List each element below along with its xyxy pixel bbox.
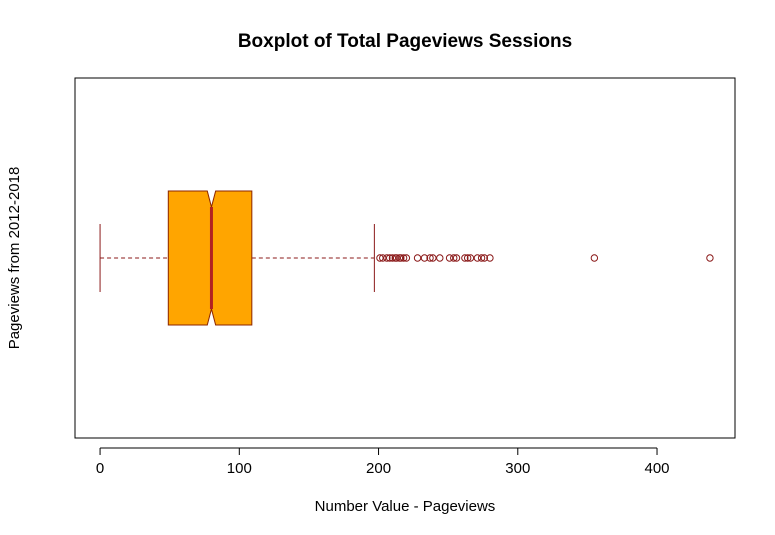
outlier-point [426,254,434,262]
outlier-point [413,254,422,262]
outlier-point [399,254,408,262]
plot-frame [74,77,736,439]
outlier-point [473,254,482,262]
x-axis: 0 100 200 300 400 [96,447,670,477]
outlier-point [486,254,494,262]
x-tick-label: 100 [227,460,252,477]
outlier-point [450,254,458,262]
outlier-point [397,254,405,262]
outlier-point [392,254,401,262]
plot-marks [99,190,714,326]
x-tick-label: 400 [645,460,670,477]
outlier-point [461,254,469,262]
outlier-point [376,254,384,262]
outlier-point [445,254,454,262]
outlier-point [463,254,472,262]
outlier-point [383,254,391,262]
y-axis-label: Pageviews from 2012-2018 [6,167,23,350]
outlier-point [466,254,475,262]
outlier-point [379,254,387,262]
outlier-point [420,254,429,262]
outlier-point [436,254,444,262]
chart-title: Boxplot of Total Pageviews Sessions [238,31,572,52]
outlier-point [385,254,394,262]
outlier-point [706,254,714,262]
outlier-point [429,254,437,262]
outlier-point [477,254,486,262]
x-tick-label: 200 [366,460,391,477]
outlier-point [590,254,599,262]
outlier-point [452,254,461,262]
outlier-point [480,254,489,262]
outlier-point [402,254,411,262]
x-axis-label: Number Value - Pageviews [315,498,496,515]
x-tick-label: 0 [96,460,104,477]
x-tick-label: 300 [505,460,530,477]
outlier-point [388,254,397,262]
